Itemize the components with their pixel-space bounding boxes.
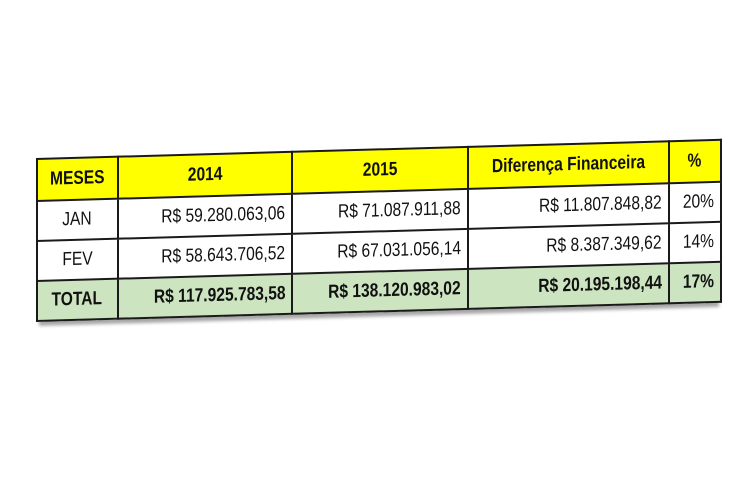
header-financial-difference: Diferença Financeira bbox=[467, 141, 669, 189]
financial-comparison-table: MESES 2014 2015 Diferença Financeira % J… bbox=[36, 139, 722, 322]
cell-month: FEV bbox=[37, 238, 118, 281]
cell-difference: R$ 8.387.349,62 bbox=[467, 223, 669, 269]
cell-total-label: TOTAL bbox=[37, 278, 118, 321]
cell-total-percent: 17% bbox=[668, 261, 721, 304]
cell-2015: R$ 71.087.911,88 bbox=[292, 188, 468, 234]
cell-total-difference: R$ 20.195.198,44 bbox=[467, 263, 669, 309]
cell-percent: 20% bbox=[668, 181, 721, 224]
cell-2014: R$ 59.280.063,06 bbox=[117, 193, 293, 239]
cell-total-2014: R$ 117.925.783,58 bbox=[117, 273, 293, 319]
cell-total-2015: R$ 138.120.983,02 bbox=[292, 268, 468, 314]
cell-month: JAN bbox=[37, 198, 118, 241]
header-months: MESES bbox=[37, 156, 118, 201]
cell-difference: R$ 11.807.848,82 bbox=[467, 183, 669, 229]
header-2015: 2015 bbox=[292, 146, 468, 194]
header-percent: % bbox=[668, 139, 721, 184]
cell-2014: R$ 58.643.706,52 bbox=[117, 233, 293, 279]
financial-comparison-table-container: MESES 2014 2015 Diferença Financeira % J… bbox=[36, 139, 721, 322]
cell-percent: 14% bbox=[668, 221, 721, 264]
cell-2015: R$ 67.031.056,14 bbox=[292, 228, 468, 274]
header-2014: 2014 bbox=[117, 151, 293, 199]
